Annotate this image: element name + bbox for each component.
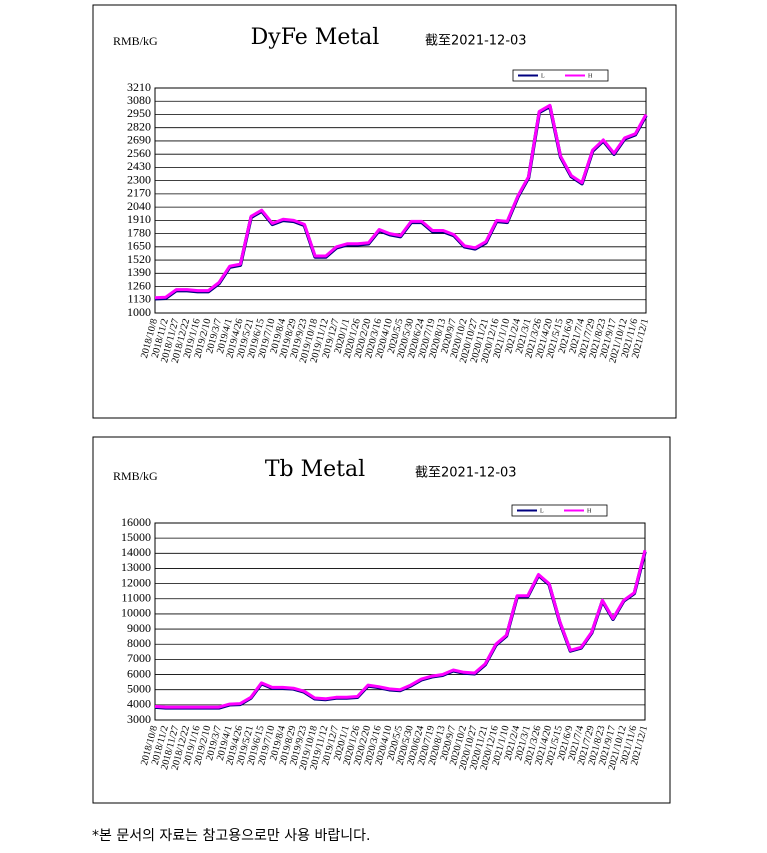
y-tick-label: 3000 bbox=[127, 712, 151, 726]
y-tick-label: 11000 bbox=[121, 591, 151, 605]
series-line bbox=[154, 551, 647, 710]
series-line bbox=[154, 103, 648, 300]
legend-label: H bbox=[587, 508, 592, 514]
y-tick-label: 2820 bbox=[127, 119, 151, 133]
legend-label: H bbox=[588, 73, 593, 79]
y-tick-label: 1390 bbox=[127, 265, 151, 279]
y-tick-label: 1520 bbox=[127, 252, 151, 266]
y-tick-label: 3080 bbox=[127, 93, 151, 107]
y-tick-label: 3210 bbox=[127, 80, 151, 94]
y-tick-label: 7000 bbox=[127, 651, 151, 665]
y-tick-label: 16000 bbox=[121, 515, 151, 529]
y-axis-label: RMB/kG bbox=[113, 469, 158, 483]
y-tick-label: 2170 bbox=[127, 186, 151, 200]
y-tick-label: 12000 bbox=[121, 575, 151, 589]
plot-area bbox=[154, 87, 647, 314]
footnote: *본 문서의 자료는 참고용으로만 사용 바랍니다. bbox=[92, 828, 370, 844]
y-tick-label: 2560 bbox=[127, 146, 151, 160]
y-tick-label: 2430 bbox=[127, 159, 151, 173]
legend-label: L bbox=[541, 73, 545, 79]
legend-box bbox=[511, 504, 608, 517]
y-tick-label: 13000 bbox=[121, 560, 151, 574]
chart-subtitle: 截至2021-12-03 bbox=[425, 34, 527, 49]
y-tick-label: 14000 bbox=[121, 545, 151, 559]
y-tick-label: 2690 bbox=[127, 133, 151, 147]
legend-box bbox=[512, 69, 609, 82]
y-tick-label: 2040 bbox=[127, 199, 151, 213]
y-tick-label: 8000 bbox=[127, 636, 151, 650]
chart-title: DyFe Metal bbox=[251, 25, 380, 50]
y-tick-label: 2950 bbox=[127, 106, 151, 120]
legend-label: L bbox=[540, 508, 544, 514]
y-tick-label: 6000 bbox=[127, 666, 151, 680]
y-axis-label: RMB/kG bbox=[113, 34, 158, 48]
chart-frame bbox=[92, 4, 677, 419]
y-tick-label: 1650 bbox=[127, 239, 151, 253]
y-tick-label: 1130 bbox=[127, 292, 151, 306]
chart-title: Tb Metal bbox=[265, 457, 365, 482]
plot-area bbox=[154, 522, 646, 721]
y-tick-label: 10000 bbox=[121, 606, 151, 620]
chart-subtitle: 截至2021-12-03 bbox=[415, 466, 517, 481]
y-tick-label: 1910 bbox=[127, 212, 151, 226]
y-tick-label: 5000 bbox=[127, 681, 151, 695]
y-tick-label: 1260 bbox=[127, 278, 151, 292]
series-line bbox=[154, 549, 647, 709]
y-tick-label: 1000 bbox=[127, 305, 151, 319]
y-tick-label: 2300 bbox=[127, 172, 151, 186]
y-tick-label: 15000 bbox=[121, 530, 151, 544]
chart-frame bbox=[92, 436, 671, 804]
y-tick-label: 1780 bbox=[127, 225, 151, 239]
y-tick-label: 4000 bbox=[127, 697, 151, 711]
y-tick-label: 9000 bbox=[127, 621, 151, 635]
